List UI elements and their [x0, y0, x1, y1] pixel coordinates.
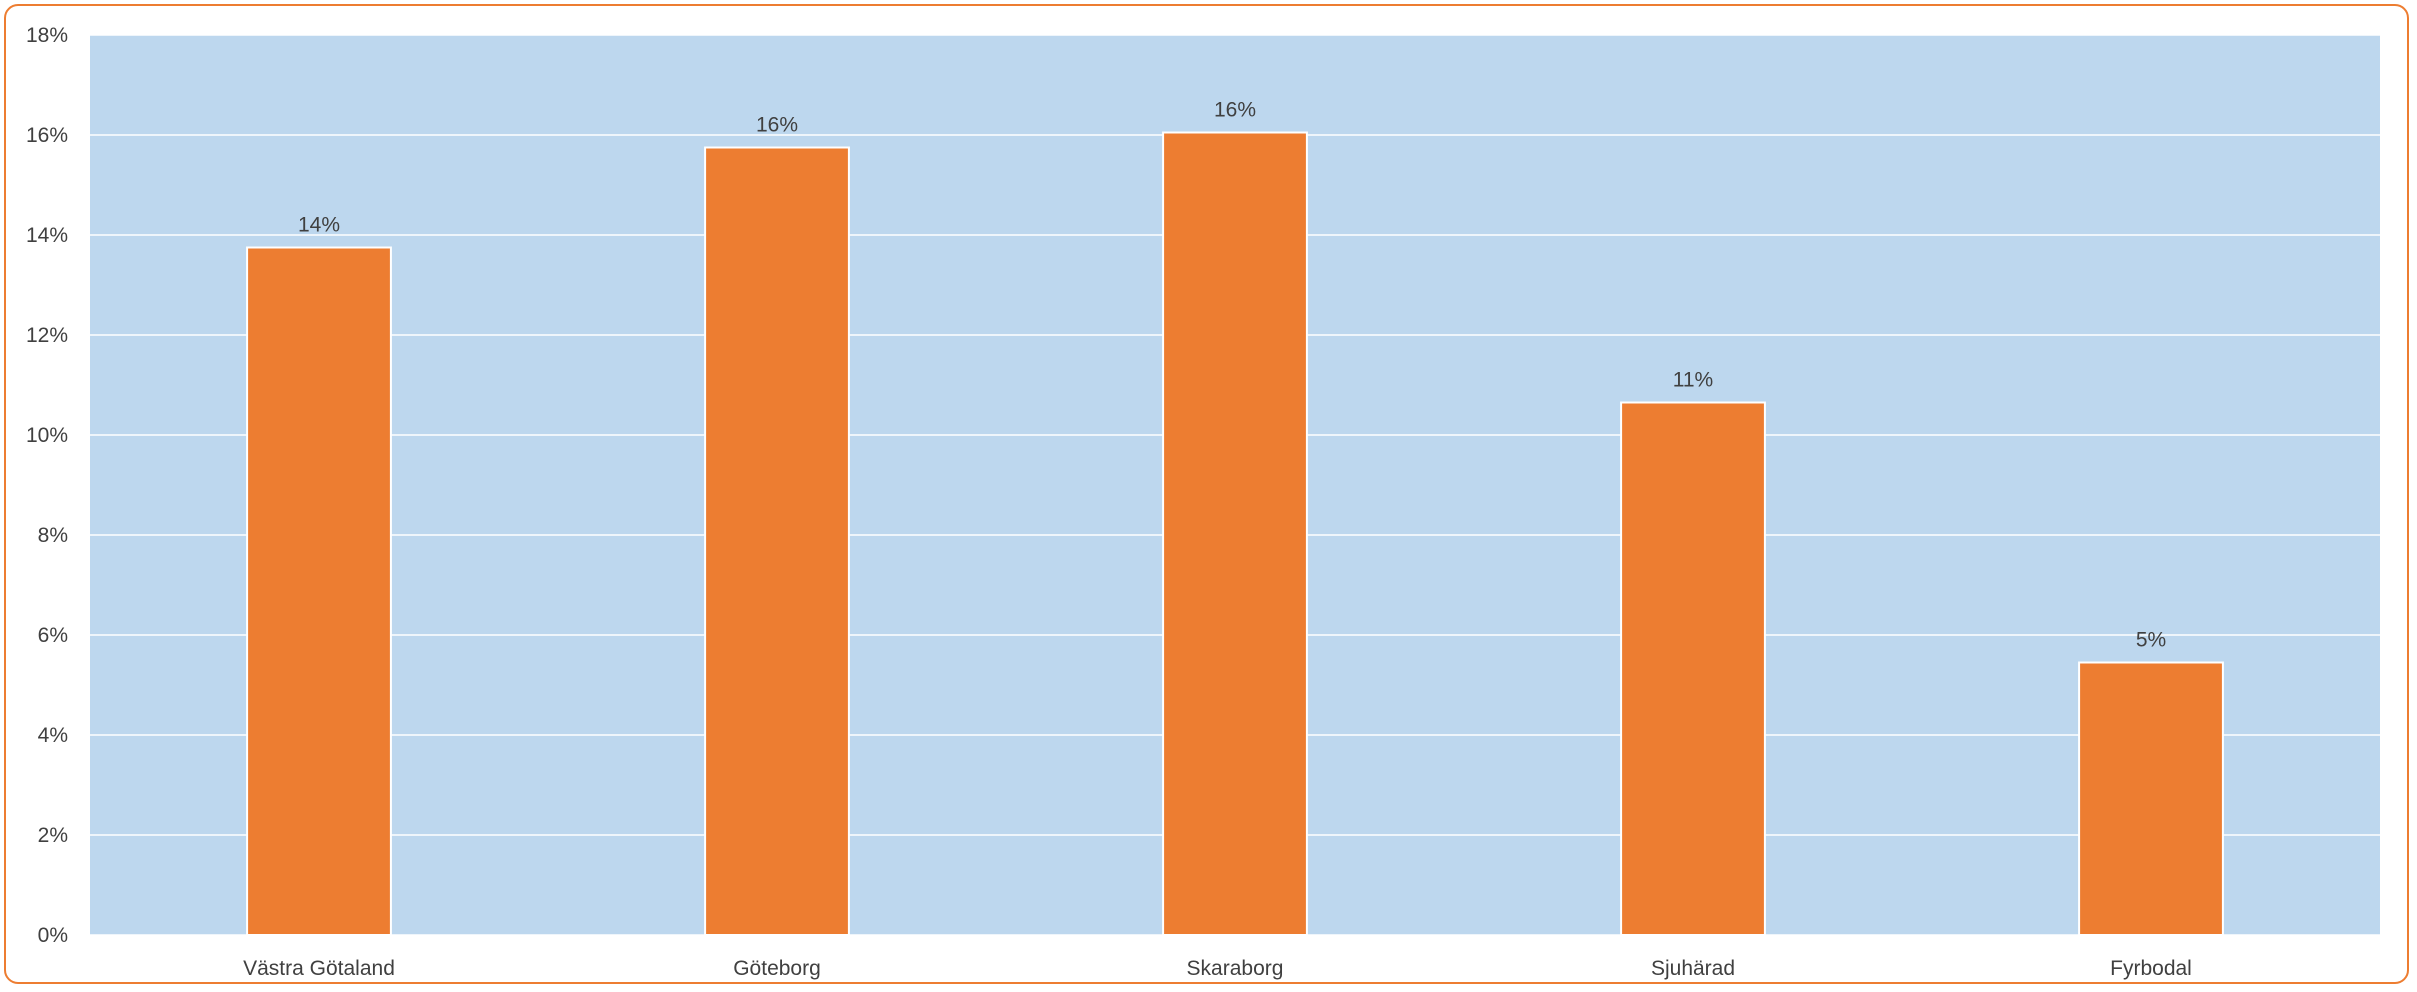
y-tick-label: 16% [26, 124, 68, 147]
bar [704, 146, 850, 936]
bar [1162, 131, 1308, 936]
data-label: 14% [298, 214, 340, 237]
category-label: Göteborg [733, 957, 821, 980]
category-label: Fyrbodal [2110, 957, 2192, 980]
data-label: 11% [1673, 369, 1713, 392]
x-axis-category-labels: Västra Götaland Göteborg Skaraborg Sjuhärad… [243, 957, 2192, 980]
y-tick-label: 12% [26, 324, 68, 347]
y-tick-label: 10% [26, 424, 68, 447]
y-tick-label: 2% [38, 824, 68, 847]
data-label: 16% [756, 114, 798, 137]
y-tick-label: 0% [38, 924, 68, 947]
y-tick-label: 14% [26, 224, 68, 247]
y-tick-label: 18% [26, 24, 68, 47]
y-tick-label: 6% [38, 624, 68, 647]
bar [1620, 401, 1766, 936]
category-label: Västra Götaland [243, 957, 395, 980]
data-label: 5% [2136, 629, 2166, 652]
y-tick-label: 8% [38, 524, 68, 547]
bar [2078, 661, 2224, 936]
data-labels: 14% 16% 16% 11% 5% [298, 99, 2166, 652]
category-label: Skaraborg [1187, 957, 1284, 980]
y-axis-tick-labels: 0% 2% 4% 6% 8% 10% 12% 14% 16% 18% [26, 24, 68, 947]
bar [246, 246, 392, 936]
bars [246, 131, 2224, 936]
y-tick-label: 4% [38, 724, 68, 747]
data-label: 16% [1214, 99, 1256, 122]
category-label: Sjuhärad [1651, 957, 1735, 980]
